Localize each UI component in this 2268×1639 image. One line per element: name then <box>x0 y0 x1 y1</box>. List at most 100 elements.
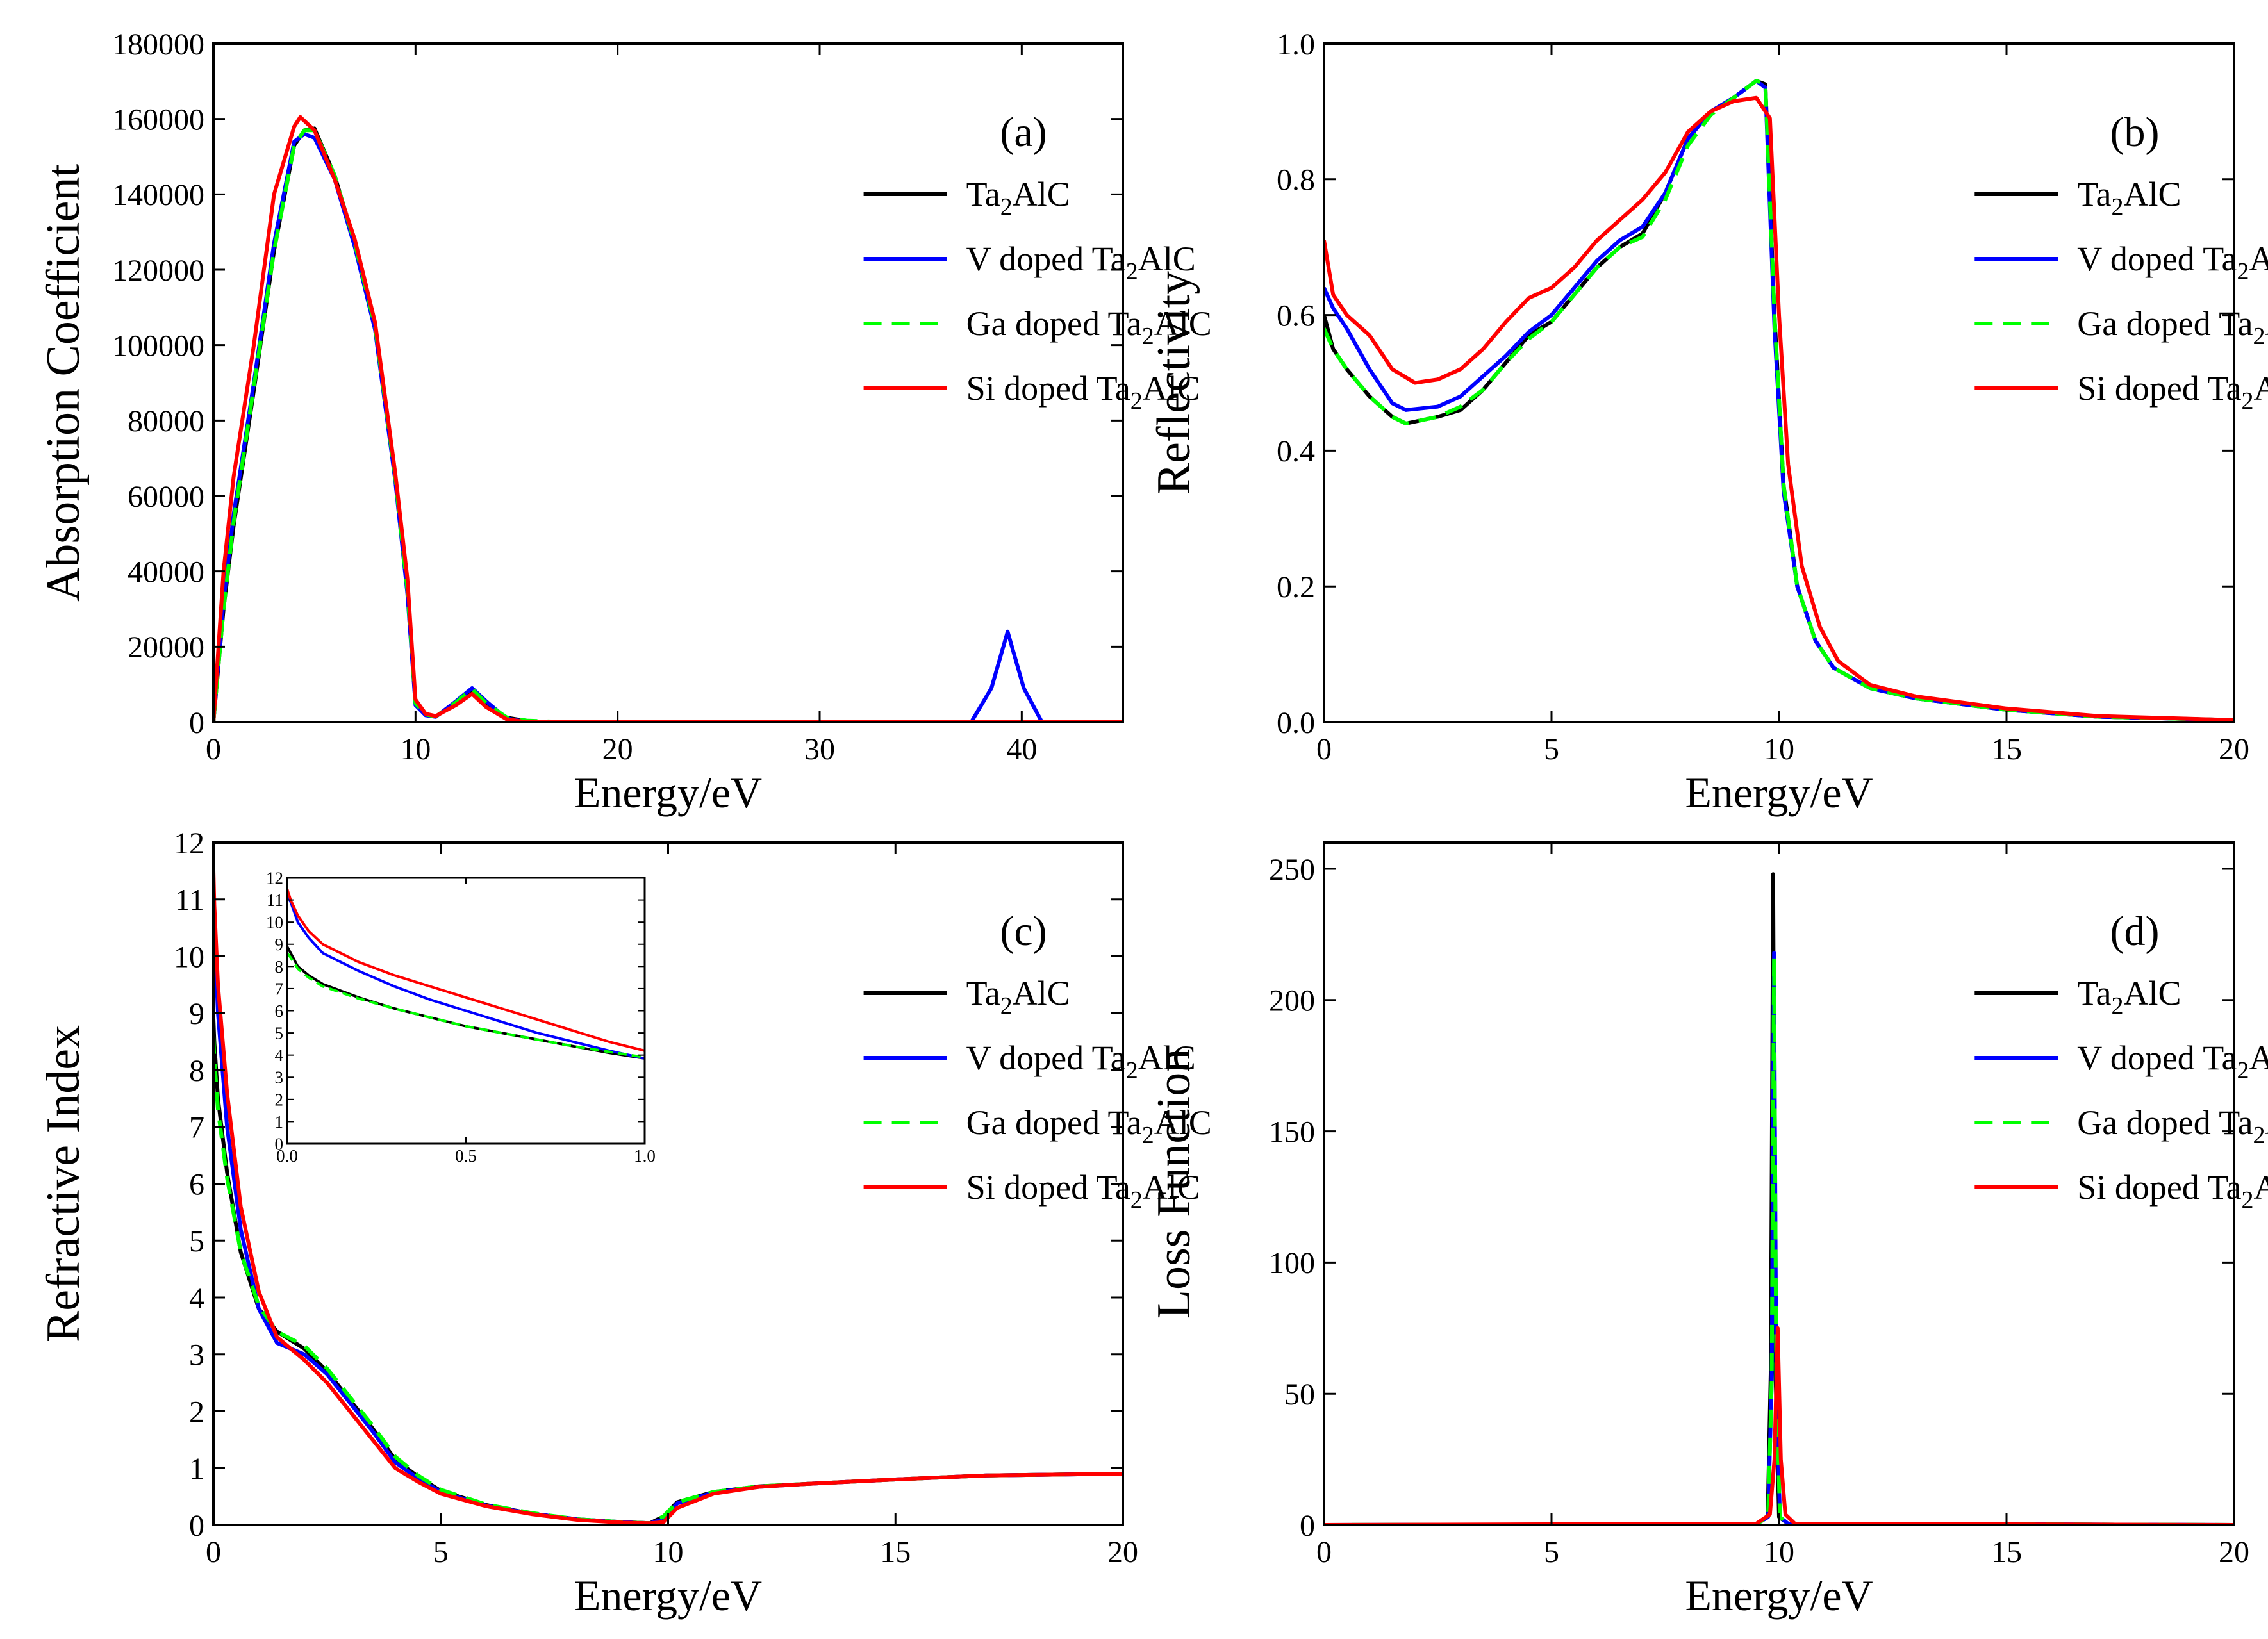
x-tick-label: 0 <box>1316 732 1332 766</box>
legend-entry: Ta2AlC <box>966 175 1070 220</box>
series-line <box>1324 79 2234 722</box>
legend-text-tail: AlC <box>2254 1168 2268 1207</box>
y-tick-label: 60000 <box>128 480 204 514</box>
legend-subscript: 2 <box>1000 194 1013 220</box>
legend-entry: V doped Ta2AlC <box>2077 1039 2268 1084</box>
y-tick-label: 5 <box>275 1024 284 1043</box>
y-tick-label: 10 <box>266 913 283 932</box>
legend-subscript: 2 <box>2237 1057 2249 1084</box>
y-tick-label: 1 <box>275 1112 284 1132</box>
legend-text-tail: AlC <box>2249 240 2268 278</box>
y-tick-label: 3 <box>275 1068 284 1087</box>
legend-text: V doped Ta <box>2077 240 2237 278</box>
legend-text: V doped Ta <box>2077 1039 2237 1077</box>
x-tick-label: 1.0 <box>634 1146 656 1165</box>
y-tick-label: 0 <box>189 1509 204 1543</box>
panel-label: (a) <box>1000 109 1047 156</box>
x-tick-label: 5 <box>433 1535 449 1569</box>
x-tick-label: 5 <box>1544 1535 1559 1569</box>
series-line <box>1324 1326 2234 1525</box>
x-tick-label: 15 <box>1991 1535 2022 1569</box>
legend-subscript: 2 <box>2253 323 2265 350</box>
panel-label: (d) <box>2110 908 2160 955</box>
legend-entry: Ta2AlC <box>2077 175 2181 220</box>
x-tick-label: 30 <box>804 732 835 766</box>
legend-text: Si doped Ta <box>2077 1168 2241 1207</box>
legend-subscript: 2 <box>1000 992 1013 1019</box>
y-tick-label: 50 <box>1284 1378 1315 1412</box>
y-tick-label: 11 <box>267 891 283 910</box>
x-tick-label: 0.0 <box>276 1146 298 1165</box>
legend-text: Ga doped Ta <box>966 304 1142 343</box>
legend-text: Si doped Ta <box>966 369 1130 408</box>
legend-subscript: 2 <box>1130 388 1143 415</box>
legend-text: Ga doped Ta <box>2077 1103 2253 1142</box>
y-tick-label: 0.0 <box>1277 706 1315 740</box>
x-tick-label: 0 <box>206 732 221 766</box>
x-tick-label: 10 <box>1764 1535 1794 1569</box>
legend-text: Ta <box>966 974 1000 1012</box>
y-tick-label: 180000 <box>112 28 204 62</box>
y-tick-label: 20000 <box>128 630 204 664</box>
y-axis-title: Reflectivity <box>1148 271 1200 495</box>
y-tick-label: 0 <box>275 1134 284 1153</box>
y-axis-title: Absorption Coefficient <box>37 164 90 602</box>
legend-entry: Si doped Ta2AlC <box>966 369 1200 415</box>
x-tick-label: 15 <box>880 1535 911 1569</box>
series-line <box>287 893 645 1060</box>
x-axis-title: Energy/eV <box>574 768 762 817</box>
legend-entry: Si doped Ta2AlC <box>2077 1168 2268 1214</box>
x-tick-label: 20 <box>1107 1535 1138 1569</box>
y-tick-label: 8 <box>275 957 284 976</box>
y-tick-label: 7 <box>275 979 284 998</box>
y-tick-label: 10 <box>174 940 204 974</box>
x-tick-label: 5 <box>1544 732 1559 766</box>
series-line <box>1324 95 2234 722</box>
x-tick-label: 20 <box>2219 732 2249 766</box>
legend-subscript: 2 <box>2242 388 2254 415</box>
x-tick-label: 20 <box>2219 1535 2249 1569</box>
legend-entry: V doped Ta2AlC <box>2077 240 2268 285</box>
y-tick-label: 9 <box>275 935 284 954</box>
legend-text-tail: AlC <box>2265 1103 2268 1142</box>
y-tick-label: 11 <box>175 884 204 918</box>
y-tick-label: 0.4 <box>1277 434 1315 468</box>
legend-text-tail: AlC <box>1154 1103 1212 1142</box>
x-tick-label: 20 <box>602 732 633 766</box>
legend-text-tail: AlC <box>1143 369 1200 408</box>
legend-entry: Ta2AlC <box>966 974 1070 1019</box>
y-tick-label: 100 <box>1269 1246 1315 1280</box>
legend-entry: Si doped Ta2AlC <box>966 1168 1200 1214</box>
series-line <box>287 888 645 1052</box>
legend-text-tail: AlC <box>2123 974 2181 1012</box>
y-tick-label: 0.6 <box>1277 299 1315 333</box>
legend-entry: Ta2AlC <box>2077 974 2181 1019</box>
y-tick-label: 40000 <box>128 555 204 589</box>
legend-subscript: 2 <box>1130 1187 1143 1214</box>
y-tick-label: 120000 <box>112 254 204 288</box>
legend-text: V doped Ta <box>966 240 1126 278</box>
plot-frame <box>212 42 1124 723</box>
legend-subscript: 2 <box>2253 1122 2265 1149</box>
y-axis-title: Loss Function <box>1148 1049 1200 1319</box>
x-tick-label: 10 <box>1764 732 1794 766</box>
legend-entry: Ga doped Ta2AlC <box>966 1103 1212 1149</box>
legend-subscript: 2 <box>1142 323 1154 350</box>
y-tick-label: 6 <box>275 1001 284 1021</box>
legend-text-tail: AlC <box>1154 304 1212 343</box>
series-line <box>213 871 1123 1525</box>
legend-text: Si doped Ta <box>966 1168 1130 1207</box>
y-tick-label: 0.2 <box>1277 570 1315 604</box>
y-tick-label: 0 <box>1300 1509 1315 1543</box>
series-line <box>287 952 645 1059</box>
y-tick-label: 2 <box>275 1090 284 1109</box>
x-tick-label: 10 <box>400 732 431 766</box>
panel-label: (c) <box>1000 908 1047 955</box>
series-line <box>213 126 1123 722</box>
y-tick-label: 140000 <box>112 178 204 212</box>
legend-entry: V doped Ta2AlC <box>966 1039 1196 1084</box>
x-axis-title: Energy/eV <box>1685 768 1873 817</box>
